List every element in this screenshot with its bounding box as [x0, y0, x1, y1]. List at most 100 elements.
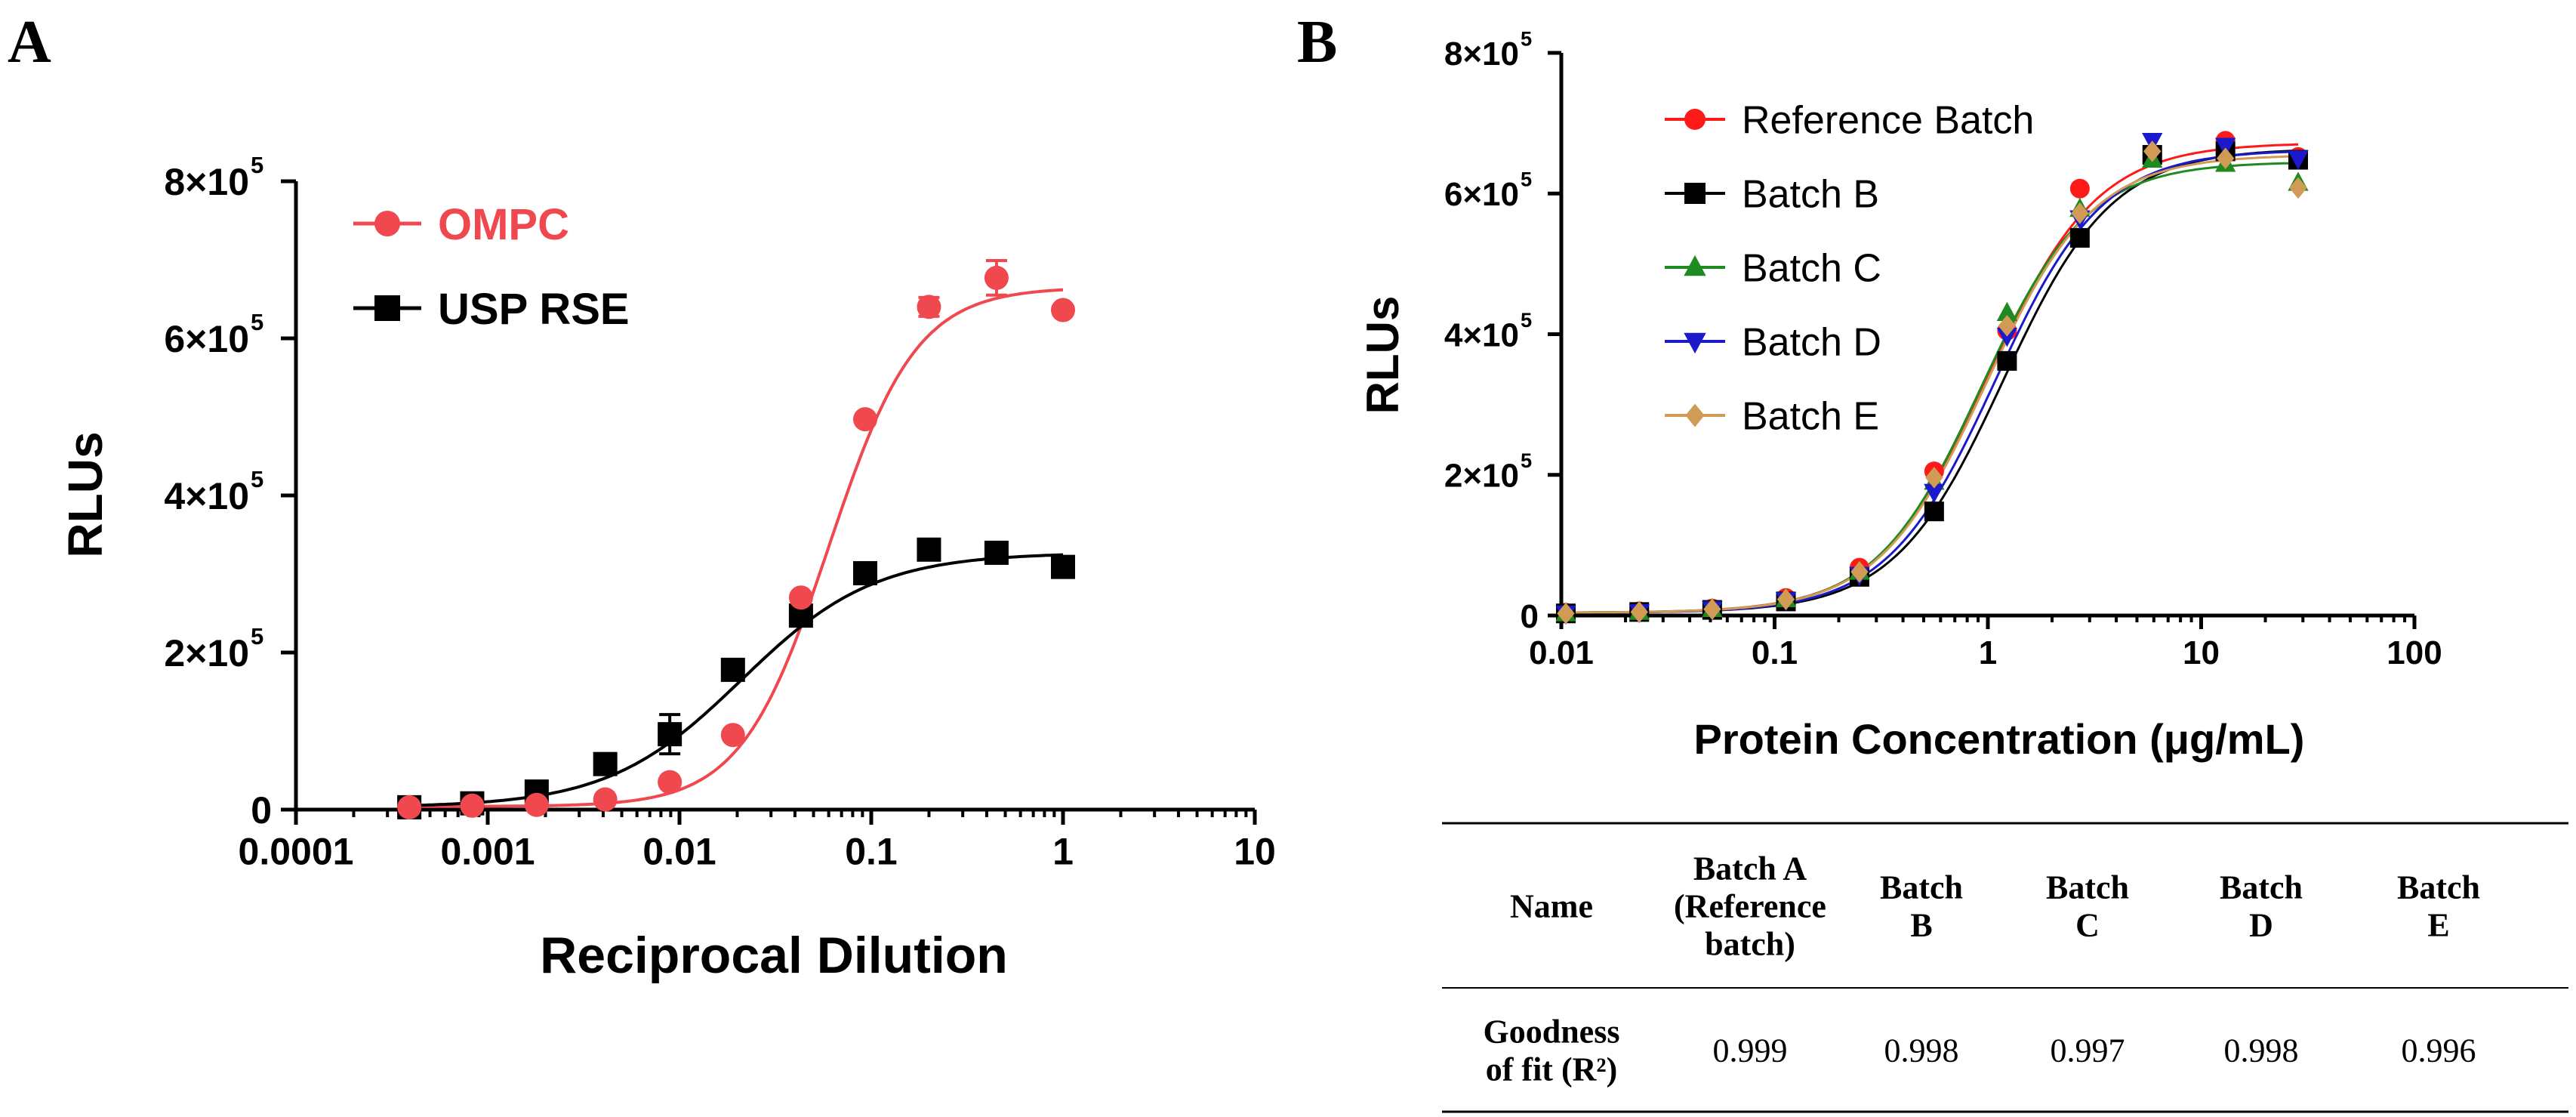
panel-b-axes: 02×10 54×10 56×10 58×10 50.01 0.1 1 10 100 [1444, 26, 2442, 671]
data-point-batch-e [1703, 598, 1721, 620]
panel-a-letter: A [8, 9, 51, 76]
fit-curve-reference-batch [1566, 143, 2299, 614]
data-point-ompc [460, 793, 485, 818]
y-tick-exponent: 5 [1521, 168, 1532, 191]
y-tick-exponent: 5 [1521, 26, 1532, 50]
table-header-cell: Batch [1880, 869, 1963, 906]
table-header-cell: Batch A [1693, 850, 1807, 887]
table-cell: 0.998 [2224, 1032, 2299, 1069]
data-point-usp-rse [658, 722, 683, 747]
data-point-batch-e [1850, 560, 1869, 583]
fit-curve-ompc [409, 288, 1064, 808]
data-point-usp-rse [917, 537, 941, 562]
legend-label-reference-batch: Reference Batch [1742, 99, 2034, 143]
data-point-ompc [852, 407, 877, 432]
y-tick-label: 2×10 [164, 632, 249, 674]
table-header-cell: E [2427, 906, 2449, 943]
data-point-batch-e [1998, 315, 2017, 337]
data-point-batch-d [1996, 327, 2018, 347]
data-point-batch-e [1557, 602, 1575, 625]
data-point-ompc [524, 792, 549, 817]
panel-b-x-axis-label: Protein Concentration (μg/mL) [1694, 715, 2305, 763]
data-point-batch-e [1776, 588, 1795, 610]
table-header-cell: B [1910, 906, 1932, 943]
data-point-ompc [658, 770, 683, 795]
data-point-batch-e [2216, 147, 2235, 169]
data-point-ompc [788, 585, 813, 610]
data-point-usp-rse [593, 751, 618, 776]
y-tick-exponent: 5 [1521, 308, 1532, 332]
legend-marker-batch-e [1685, 403, 1705, 427]
table-header-cell: batch) [1705, 925, 1795, 962]
y-tick-exponent: 5 [251, 152, 263, 178]
table-cell: 0.999 [1713, 1032, 1788, 1069]
fit-curve-batch-e [1566, 155, 2299, 614]
legend-label-batch-b: Batch B [1742, 173, 1879, 217]
data-point-batch-d [2215, 137, 2236, 157]
panel-a-fit-curves [409, 288, 1064, 808]
data-point-ompc [720, 723, 745, 748]
data-point-batch-d [1924, 483, 1945, 504]
fit-curve-batch-c [1566, 162, 2299, 614]
data-point-usp-rse [720, 657, 745, 682]
panel-b-legend: Reference Batch Batch B Batch C Batch D Batc… [1665, 99, 2034, 439]
legend-label-batch-e: Batch E [1742, 395, 1879, 439]
panel-b-letter: B [1297, 9, 1337, 76]
y-tick-exponent: 5 [251, 309, 263, 335]
data-point-usp-rse [984, 540, 1009, 565]
x-tick-label: 0.0001 [239, 831, 354, 873]
table-row-label: Goodness [1484, 1013, 1620, 1050]
x-tick-label: 1 [1979, 634, 1997, 671]
panel-a-axes: 02×10 54×10 56×10 58×10 50.0001 0.001 0.01 0.1 1… [164, 152, 1275, 873]
x-tick-label: 0.1 [1752, 634, 1798, 671]
x-tick-label: 10 [1234, 831, 1276, 873]
legend-marker-reference-batch [1684, 109, 1706, 130]
table-cell: 0.998 [1884, 1032, 1959, 1069]
legend-label-batch-c: Batch C [1742, 247, 1881, 291]
y-tick-label: 6×10 [164, 318, 249, 360]
table-header-cell: Batch [2397, 869, 2480, 906]
x-tick-label: 0.001 [440, 831, 535, 873]
data-point-ompc [917, 295, 941, 319]
table-cell: 0.996 [2402, 1032, 2476, 1069]
legend-marker-batch-b [1684, 183, 1706, 204]
y-tick-exponent: 5 [251, 466, 263, 492]
panel-b-y-axis-label: RLUs [1357, 296, 1408, 415]
fit-curve-usp-rse [409, 553, 1064, 807]
data-point-ompc [1051, 298, 1075, 322]
fit-curve-batch-b [1566, 149, 2299, 614]
table-header-cell: Name [1510, 887, 1593, 924]
x-tick-label: 0.01 [642, 831, 716, 873]
panel-a-y-axis-label: RLUs [58, 431, 112, 557]
panel-a-legend: OMPC USP RSE [353, 200, 630, 334]
data-point-batch-e [1630, 601, 1648, 623]
panel-b-fit-curves [1565, 143, 2299, 614]
table-header-cell: C [2075, 906, 2100, 943]
x-tick-label: 10 [2183, 634, 2220, 671]
legend-marker-usp-rse [374, 295, 400, 321]
legend-marker-batch-d [1684, 332, 1706, 354]
data-point-ompc [593, 787, 618, 812]
y-tick-label: 0 [251, 789, 272, 832]
y-tick-exponent: 5 [1521, 449, 1532, 472]
y-tick-label: 4×10 [164, 475, 249, 517]
fit-curve-batch-d [1565, 150, 2299, 614]
legend-label-ompc: OMPC [438, 200, 569, 249]
table-header-cell: Batch [2220, 869, 2303, 906]
table-row-label: of fit (R²) [1486, 1051, 1617, 1088]
data-point-batch-b [2069, 227, 2090, 248]
panel-a: A 02×10 54×10 56×10 58×10 50.0001 0.001 0.01 0.… [8, 9, 1276, 984]
data-point-batch-e [2143, 140, 2162, 162]
data-point-batch-d [2288, 150, 2309, 170]
data-point-usp-rse [852, 560, 877, 585]
data-point-batch-e [1925, 467, 1943, 489]
panel-a-x-axis-label: Reciprocal Dilution [540, 927, 1008, 984]
data-point-ompc [984, 265, 1009, 290]
y-tick-label: 4×10 [1444, 316, 1519, 353]
y-tick-label: 8×10 [164, 161, 249, 203]
data-point-batch-e [2289, 177, 2307, 199]
table-header-cell: Batch [2046, 869, 2129, 906]
table-header-cell: D [2249, 906, 2273, 943]
